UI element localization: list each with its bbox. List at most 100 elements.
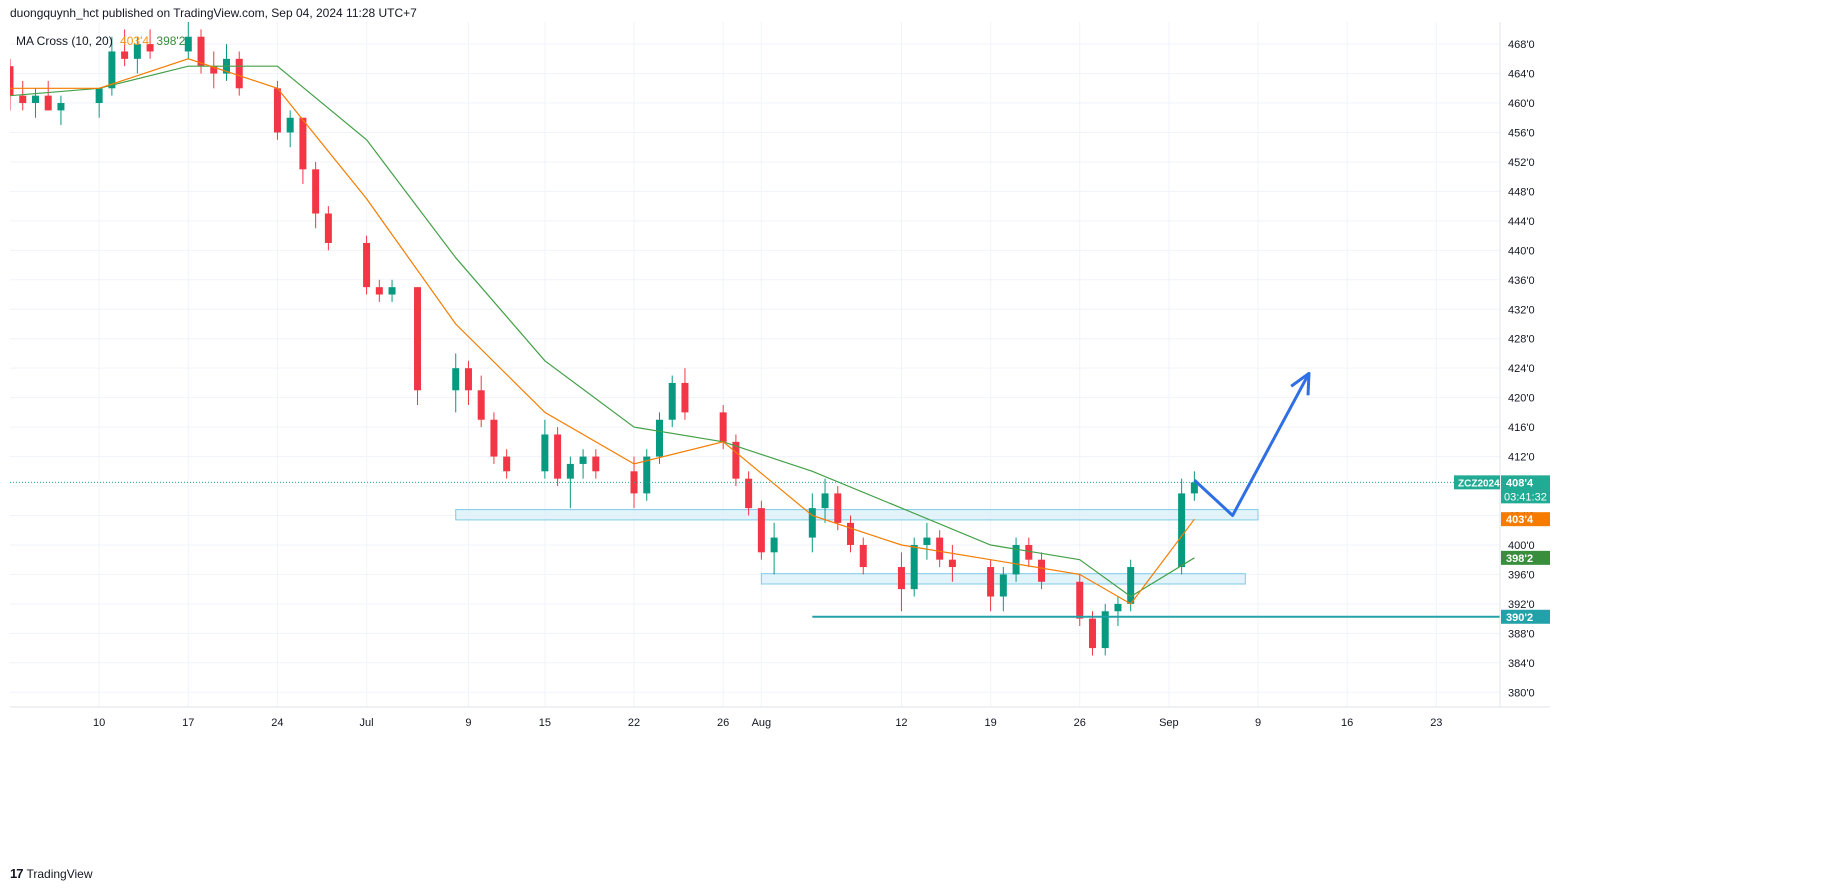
candle-body [923, 537, 931, 545]
x-tick-label: 17 [182, 717, 194, 729]
candle-body [643, 456, 651, 494]
x-tick-label: 26 [1074, 717, 1086, 729]
candle-body [197, 36, 205, 67]
tradingview-logo-icon: 17 [10, 866, 24, 881]
price-label-text: 398'2 [1506, 553, 1533, 565]
candle-body [987, 567, 995, 597]
tradingview-footer[interactable]: 17 TradingView [10, 866, 93, 881]
candle-body [719, 412, 727, 442]
y-tick-label: 400'0 [1508, 540, 1535, 552]
x-tick-label: 10 [93, 717, 105, 729]
legend-name: MA Cross (10, 20) [16, 34, 113, 48]
x-tick-label: Jul [360, 717, 374, 729]
candle-body [655, 419, 663, 457]
y-tick-label: 392'0 [1508, 599, 1535, 611]
y-tick-label: 380'0 [1508, 687, 1535, 699]
candle-body [910, 544, 918, 590]
y-tick-label: 456'0 [1508, 127, 1535, 139]
candle-body [363, 242, 371, 288]
candle-body [312, 169, 320, 214]
candle-body [847, 522, 855, 545]
x-tick-label: 9 [465, 717, 471, 729]
x-tick-label: 12 [895, 717, 907, 729]
candle-body [414, 287, 422, 391]
candle-body [579, 456, 587, 464]
candle-body [897, 567, 905, 590]
x-tick-label: 19 [984, 717, 996, 729]
candle-body [566, 463, 574, 479]
support-resistance-zone [455, 509, 1259, 521]
candle-body [1127, 567, 1135, 604]
candle-body [1101, 611, 1109, 649]
candle-body [808, 508, 816, 538]
candle-body [388, 287, 396, 295]
candle-body [235, 58, 243, 89]
zones-layer [455, 509, 1259, 585]
candle-body [834, 493, 842, 523]
projection-arrow-head [1290, 371, 1311, 396]
candle-body [592, 456, 600, 472]
candle-body [1190, 482, 1198, 494]
x-tick-label: 9 [1255, 717, 1261, 729]
candle-body [6, 66, 14, 96]
x-tick-label: 26 [717, 717, 729, 729]
x-tick-label: 23 [1430, 717, 1442, 729]
candle-body [859, 544, 867, 568]
candle-body [324, 213, 332, 243]
price-chart[interactable]: 380'0384'0388'0392'0396'0400'0404'0408'0… [6, 14, 1835, 860]
candle-body [554, 434, 562, 479]
y-tick-label: 396'0 [1508, 569, 1535, 581]
candle-body [452, 368, 460, 391]
projection-arrow [1193, 372, 1311, 517]
candle-body [1025, 544, 1033, 560]
candle-body [999, 574, 1007, 597]
candle-body [1038, 559, 1046, 582]
y-tick-label: 412'0 [1508, 452, 1535, 464]
price-label-text: 390'2 [1506, 612, 1533, 624]
y-tick-label: 424'0 [1508, 363, 1535, 375]
drawings-layer [10, 371, 1500, 618]
x-tick-label: Aug [752, 717, 772, 729]
price-label-bg [1501, 475, 1550, 504]
candle-body [1178, 493, 1186, 568]
candle-body [464, 368, 472, 391]
ma-slow-line [9, 65, 1195, 598]
candle-body [31, 95, 39, 104]
x-tick-label: 22 [628, 717, 640, 729]
y-tick-label: 420'0 [1508, 393, 1535, 405]
y-tick-label: 444'0 [1508, 216, 1535, 228]
candle-body [273, 88, 281, 133]
moving-averages-layer [9, 58, 1195, 605]
candle-body [503, 456, 511, 472]
y-tick-label: 428'0 [1508, 334, 1535, 346]
candle-body [57, 103, 65, 111]
candles-layer [6, 14, 1198, 656]
candle-body [732, 441, 740, 479]
candle-body [146, 44, 154, 52]
price-label-countdown: 03:41:32 [1504, 491, 1547, 503]
candle-body [1114, 603, 1122, 612]
ma-fast-line [10, 58, 1195, 605]
chart-area[interactable]: 380'0384'0388'0392'0396'0400'0404'0408'0… [6, 14, 1835, 860]
candle-body [681, 382, 689, 413]
candle-body [19, 95, 27, 104]
candle-body [133, 44, 141, 59]
candle-body [477, 390, 485, 420]
indicator-legend[interactable]: MA Cross (10, 20) 403'4 398'2 [16, 34, 185, 48]
legend-ma-fast-value: 403'4 [120, 34, 150, 48]
price-label-bg [1501, 512, 1550, 527]
candle-body [286, 117, 294, 133]
y-tick-label: 460'0 [1508, 98, 1535, 110]
candle-body [1088, 618, 1096, 649]
candle-body [95, 88, 103, 104]
price-labels-layer: 408'4 03:41:32 ZCZ2024 403'4 398'2 390'2 [1454, 475, 1550, 624]
candle-body [121, 51, 129, 59]
publisher-header: duongquynh_hct published on TradingView.… [10, 6, 417, 20]
candle-body [948, 559, 956, 568]
y-tick-label: 416'0 [1508, 422, 1535, 434]
y-tick-label: 452'0 [1508, 157, 1535, 169]
x-tick-label: 16 [1341, 717, 1353, 729]
y-tick-label: 432'0 [1508, 304, 1535, 316]
candle-body [821, 493, 829, 509]
y-tick-label: 384'0 [1508, 658, 1535, 670]
